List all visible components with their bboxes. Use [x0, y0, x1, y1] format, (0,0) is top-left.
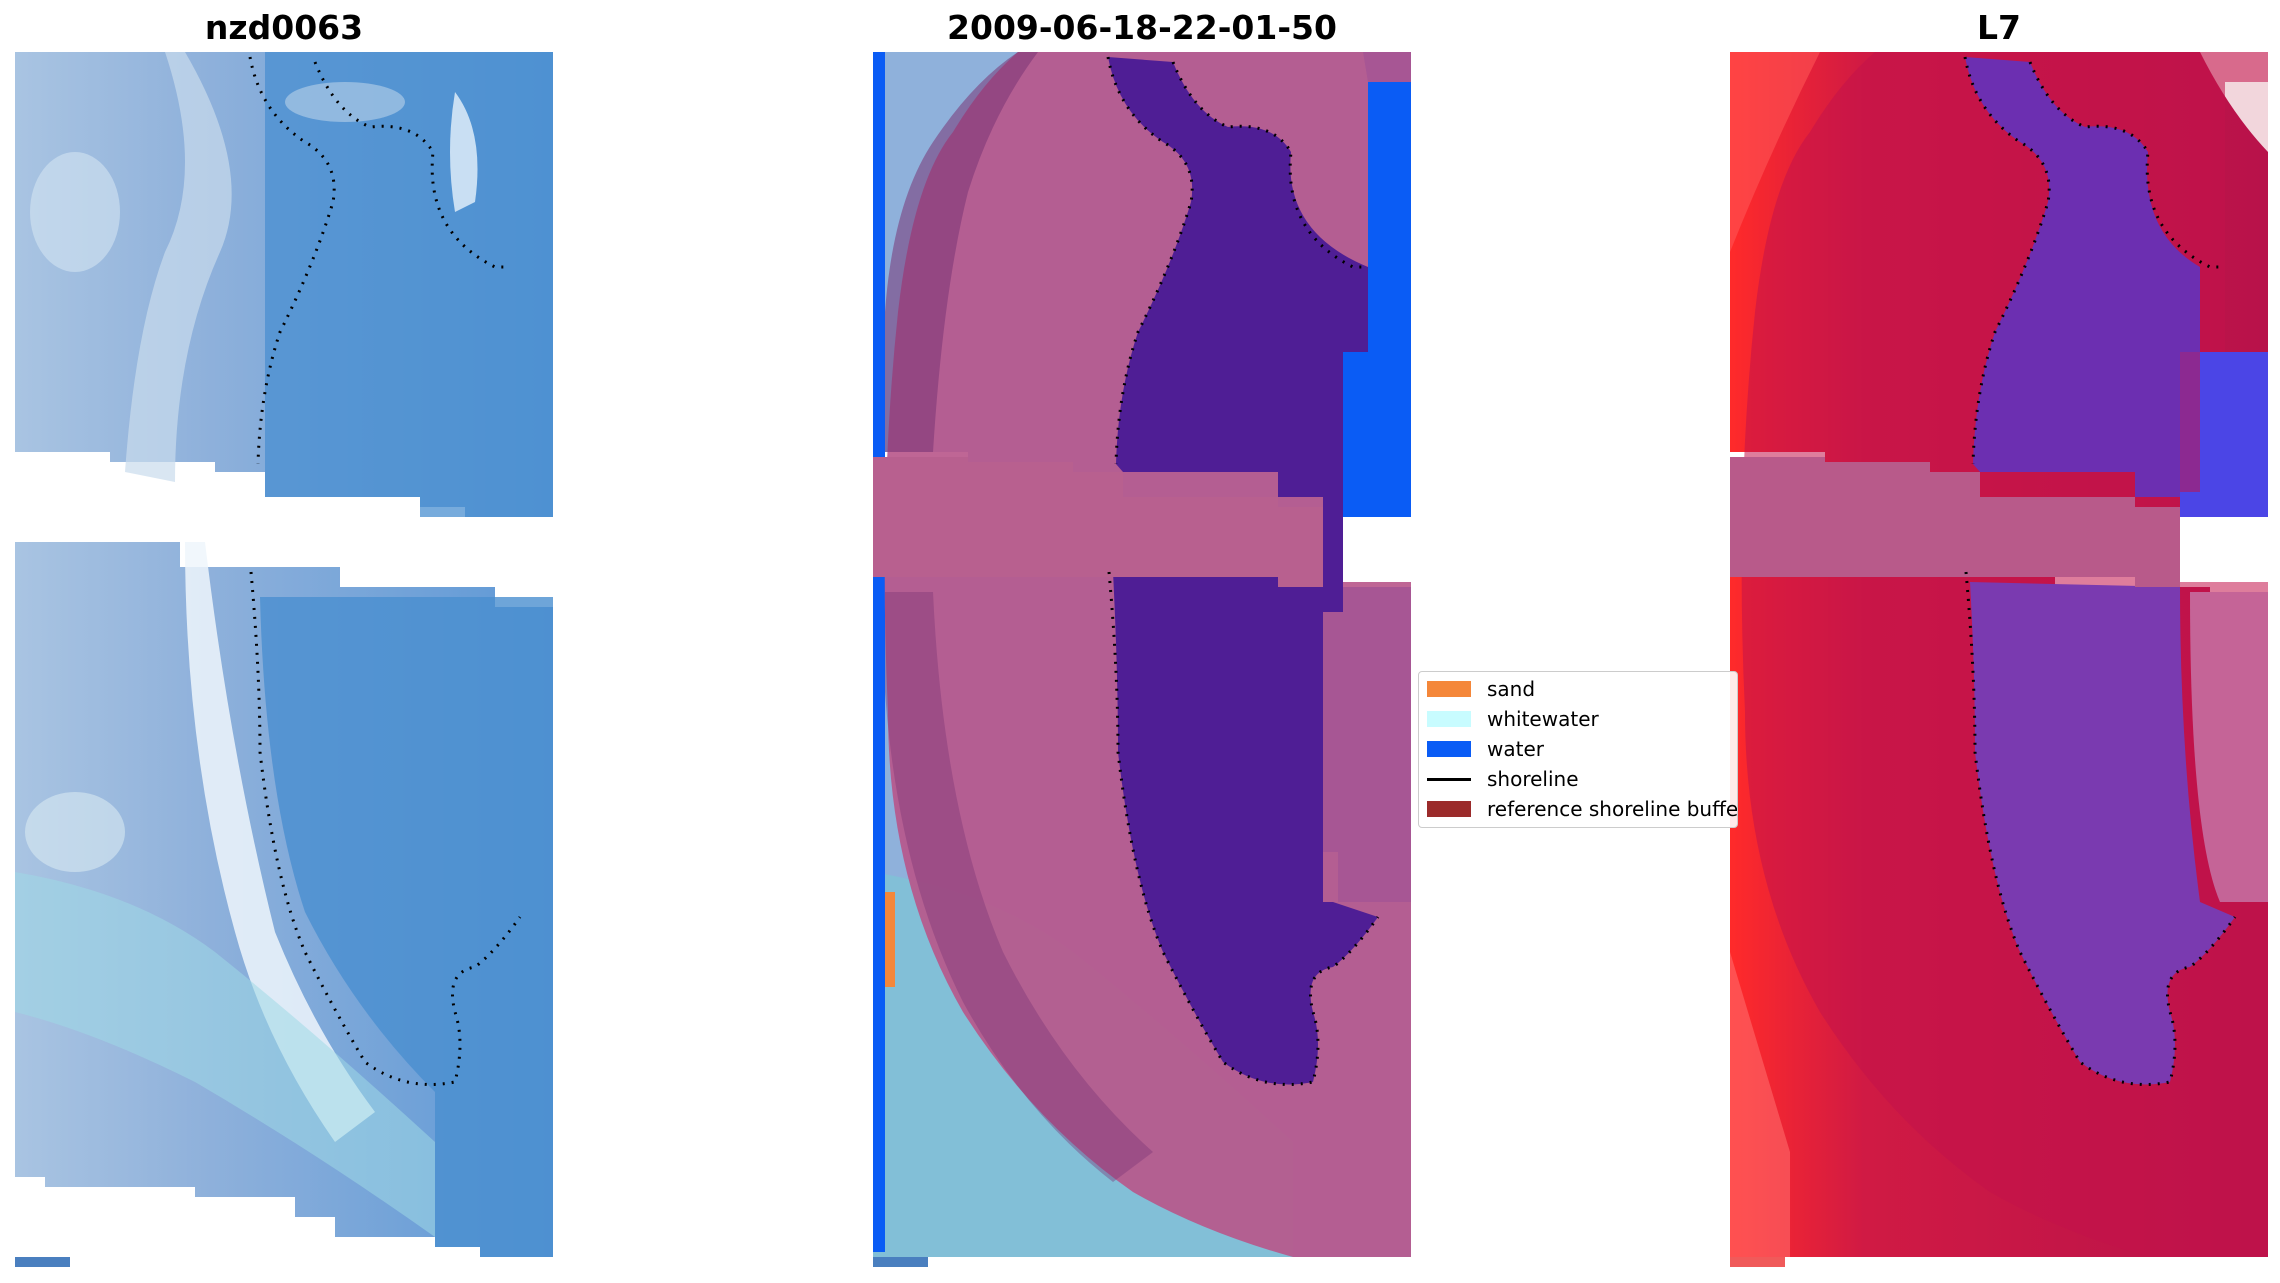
legend-label-water: water — [1487, 737, 1544, 761]
water-class-region — [1323, 52, 1411, 517]
rgb-image-panel — [15, 52, 553, 1270]
sand-class-region — [885, 892, 895, 987]
shoreline-line-swatch — [1427, 777, 1471, 781]
panel-title-satellite: L7 — [1977, 8, 2021, 47]
legend-item-sand: sand — [1427, 674, 1535, 704]
legend-label-whitewater: whitewater — [1487, 707, 1599, 731]
buffer-water-region — [1108, 57, 1378, 1085]
panel-title-image: nzd0063 — [204, 8, 364, 47]
legend-item-shoreline: shoreline — [1427, 764, 1579, 794]
sand-swatch — [1427, 681, 1471, 697]
whitewater-swatch — [1427, 711, 1471, 727]
legend-label-reference-buffer: reference shoreline buffer — [1487, 797, 1738, 821]
legend-label-shoreline: shoreline — [1487, 767, 1579, 791]
index-image-panel — [1730, 52, 2268, 1270]
legend-item-reference-buffer: reference shoreline buffer — [1427, 794, 1738, 824]
water-swatch — [1427, 741, 1471, 757]
shoreline-top — [248, 56, 336, 465]
reference-buffer-swatch — [1427, 801, 1471, 817]
shoreline-bottom — [249, 571, 522, 1086]
panel-title-date: 2009-06-18-22-01-50 — [947, 8, 1337, 47]
classification-panel — [873, 52, 1411, 1270]
legend-label-sand: sand — [1487, 677, 1536, 701]
legend-item-whitewater: whitewater — [1427, 704, 1599, 734]
legend-item-water: water — [1427, 734, 1544, 764]
legend: sand whitewater water shoreline referenc… — [1418, 671, 1738, 828]
